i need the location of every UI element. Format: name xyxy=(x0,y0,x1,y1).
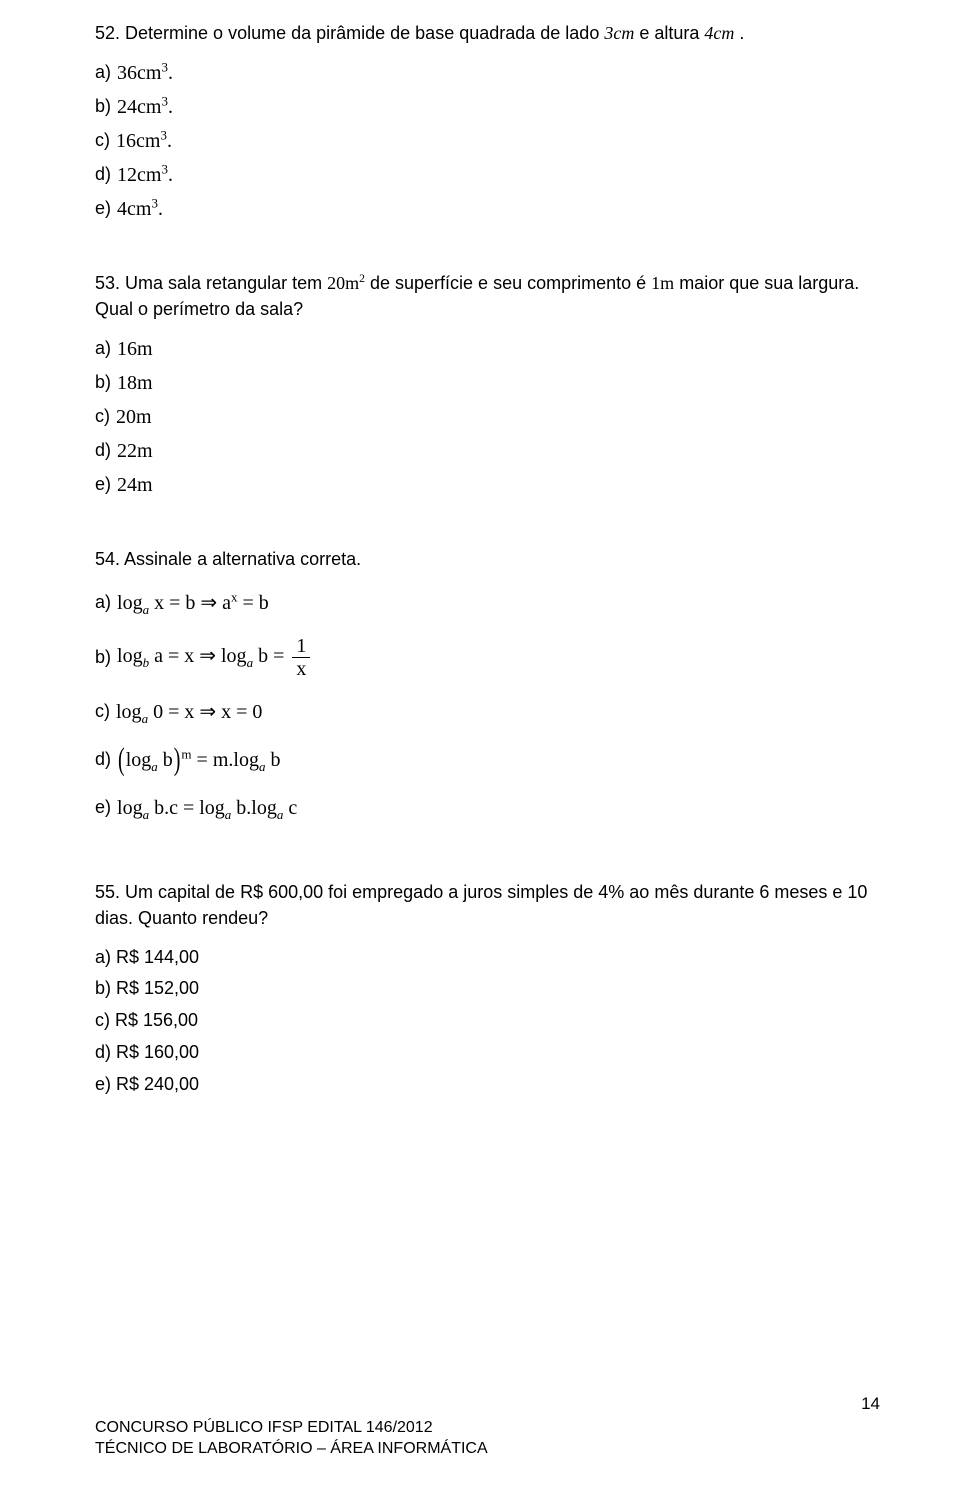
q53-opt-c: c)20m xyxy=(95,406,880,428)
q52-opt-e: e)4cm3. xyxy=(95,198,880,220)
q54-stem: 54. Assinale a alternativa correta. xyxy=(95,546,880,572)
q54-opt-e: e) loga b.c = loga b.loga c xyxy=(95,793,880,823)
q53-opt-e: e)24m xyxy=(95,474,880,496)
page-footer: 14 CONCURSO PÚBLICO IFSP EDITAL 146/2012… xyxy=(95,1417,880,1460)
q55-stem: 55. Um capital de R$ 600,00 foi empregad… xyxy=(95,879,880,931)
q54-opt-b: b) logb a = x ⇒ loga b = 1x xyxy=(95,636,880,679)
q55-opt-d: d) R$ 160,00 xyxy=(95,1043,880,1063)
q55-options: a) R$ 144,00 b) R$ 152,00 c) R$ 156,00 d… xyxy=(95,948,880,1095)
footer-line1: CONCURSO PÚBLICO IFSP EDITAL 146/2012 xyxy=(95,1417,880,1439)
q53-opt-d: d)22m xyxy=(95,440,880,462)
q53-options: a)16m b)18m c)20m d)22m e)24m xyxy=(95,338,880,496)
q53-opt-b: b)18m xyxy=(95,372,880,394)
q52-stem-text: 52. Determine o volume da pirâmide de ba… xyxy=(95,23,604,43)
q52-height: 4cm xyxy=(704,23,734,43)
q52-options: a)36cm3. b)24cm3. c)16cm3. d)12cm3. e)4c… xyxy=(95,62,880,220)
q52-opt-b: b)24cm3. xyxy=(95,96,880,118)
q52-stem: 52. Determine o volume da pirâmide de ba… xyxy=(95,20,880,46)
q54-opt-c: c) loga 0 = x ⇒ x = 0 xyxy=(95,697,880,727)
q52-opt-d: d)12cm3. xyxy=(95,164,880,186)
footer-line2: TÉCNICO DE LABORATÓRIO – ÁREA INFORMÁTIC… xyxy=(95,1438,880,1460)
q52-side: 3cm xyxy=(604,23,634,43)
q54-opt-d: d) (loga b)m = m.loga b xyxy=(95,745,880,775)
q54-opt-a: a) loga x = b ⇒ ax = b xyxy=(95,588,880,618)
q53-diff: 1m xyxy=(651,273,674,293)
q53-stem: 53. Uma sala retangular tem 20m2 de supe… xyxy=(95,270,880,322)
q55-opt-e: e) R$ 240,00 xyxy=(95,1075,880,1095)
q53-opt-a: a)16m xyxy=(95,338,880,360)
q52-stem-mid: e altura xyxy=(639,23,704,43)
q55-opt-a: a) R$ 144,00 xyxy=(95,948,880,968)
q55-opt-b: b) R$ 152,00 xyxy=(95,979,880,999)
q52-stem-suffix: . xyxy=(739,23,744,43)
q52-opt-c: c)16cm3. xyxy=(95,130,880,152)
q52-opt-a: a)36cm3. xyxy=(95,62,880,84)
q55-opt-c: c) R$ 156,00 xyxy=(95,1011,880,1031)
page-number: 14 xyxy=(861,1393,880,1416)
q54-options: a) loga x = b ⇒ ax = b b) logb a = x ⇒ l… xyxy=(95,588,880,823)
